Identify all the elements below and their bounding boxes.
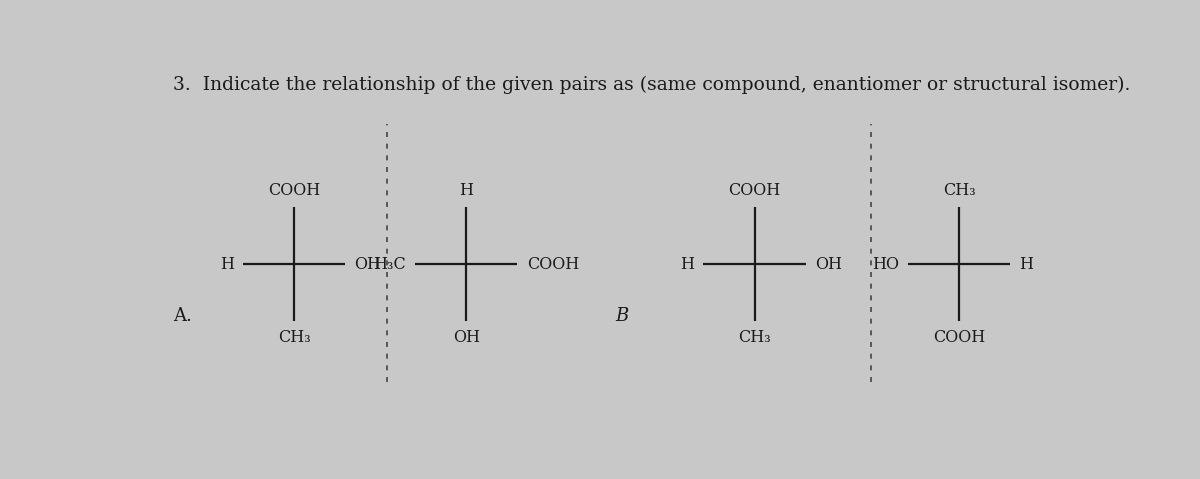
Text: H: H — [220, 255, 234, 273]
Text: 3.  Indicate the relationship of the given pairs as (same compound, enantiomer o: 3. Indicate the relationship of the give… — [173, 76, 1130, 94]
Text: H: H — [680, 255, 694, 273]
Text: A.: A. — [173, 307, 192, 325]
Text: OH: OH — [452, 329, 480, 345]
Text: HO: HO — [871, 255, 899, 273]
Text: B: B — [616, 307, 629, 325]
Text: COOH: COOH — [527, 255, 578, 273]
Text: H: H — [460, 182, 473, 199]
Text: CH₃: CH₃ — [738, 329, 770, 345]
Text: COOH: COOH — [268, 182, 320, 199]
Text: CH₃: CH₃ — [277, 329, 311, 345]
Text: OH: OH — [815, 255, 842, 273]
Text: OH: OH — [355, 255, 382, 273]
Text: H₃C: H₃C — [373, 255, 406, 273]
Text: COOH: COOH — [932, 329, 985, 345]
Text: CH₃: CH₃ — [943, 182, 976, 199]
Text: COOH: COOH — [728, 182, 781, 199]
Text: H: H — [1020, 255, 1033, 273]
